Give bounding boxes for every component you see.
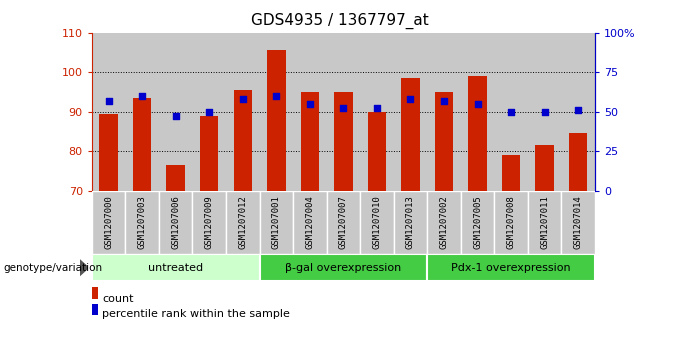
Point (305, 101, 316, 107)
Bar (502, 155, 520, 191)
Point (237, 96, 248, 102)
Bar (92, 287, 98, 299)
Point (539, 109, 550, 114)
Text: β-gal overexpression: β-gal overexpression (286, 263, 401, 273)
Bar (494, 191, 528, 254)
Bar (167, 165, 185, 191)
Point (137, 93, 148, 99)
Point (204, 109, 215, 114)
Text: percentile rank within the sample: percentile rank within the sample (102, 309, 290, 319)
Bar (562, 191, 595, 254)
Text: GSM1207004: GSM1207004 (305, 196, 314, 249)
Bar (461, 191, 494, 254)
Text: GSM1207011: GSM1207011 (540, 196, 549, 249)
Bar (360, 191, 394, 254)
Point (371, 106, 382, 111)
Bar (200, 115, 218, 191)
Point (472, 101, 483, 107)
Text: GSM1207010: GSM1207010 (373, 196, 381, 249)
Bar (92, 191, 125, 254)
Bar (535, 145, 554, 191)
Bar (192, 191, 226, 254)
Text: count: count (102, 294, 133, 304)
Bar (394, 191, 427, 254)
Bar (260, 191, 293, 254)
Text: GSM1207012: GSM1207012 (238, 196, 248, 249)
Bar (125, 191, 159, 254)
Bar (301, 92, 319, 191)
Polygon shape (80, 260, 88, 276)
Point (439, 98, 449, 103)
Bar (401, 78, 420, 191)
Text: GSM1207013: GSM1207013 (406, 196, 415, 249)
Text: GSM1207002: GSM1207002 (439, 196, 449, 249)
Text: GSM1207007: GSM1207007 (339, 196, 348, 249)
Bar (226, 191, 260, 254)
Bar (326, 191, 360, 254)
Bar (99, 114, 118, 191)
Bar (260, 254, 427, 281)
Bar (427, 254, 595, 281)
Text: genotype/variation: genotype/variation (3, 263, 103, 273)
Text: GSM1207014: GSM1207014 (574, 196, 583, 249)
Bar (159, 191, 192, 254)
Point (573, 107, 583, 113)
Point (506, 109, 517, 114)
Text: GSM1207009: GSM1207009 (205, 196, 214, 249)
Bar (528, 191, 562, 254)
Text: GDS4935 / 1367797_at: GDS4935 / 1367797_at (251, 13, 429, 29)
Point (103, 98, 114, 103)
Bar (92, 254, 260, 281)
Text: GSM1207008: GSM1207008 (507, 196, 515, 249)
Bar (569, 133, 588, 191)
Bar (469, 76, 487, 191)
Bar (293, 191, 326, 254)
Text: GSM1207003: GSM1207003 (137, 196, 147, 249)
Bar (435, 92, 454, 191)
Point (170, 114, 181, 119)
Text: GSM1207000: GSM1207000 (104, 196, 113, 249)
Text: Pdx-1 overexpression: Pdx-1 overexpression (452, 263, 571, 273)
Bar (334, 92, 353, 191)
Bar (233, 90, 252, 191)
Bar (267, 50, 286, 191)
Bar (133, 98, 152, 191)
Point (405, 96, 416, 102)
Point (271, 93, 282, 99)
Text: untreated: untreated (148, 263, 203, 273)
Bar (92, 303, 98, 315)
Text: GSM1207005: GSM1207005 (473, 196, 482, 249)
Point (338, 106, 349, 111)
Text: GSM1207006: GSM1207006 (171, 196, 180, 249)
Bar (427, 191, 461, 254)
Bar (368, 112, 386, 191)
Text: GSM1207001: GSM1207001 (272, 196, 281, 249)
